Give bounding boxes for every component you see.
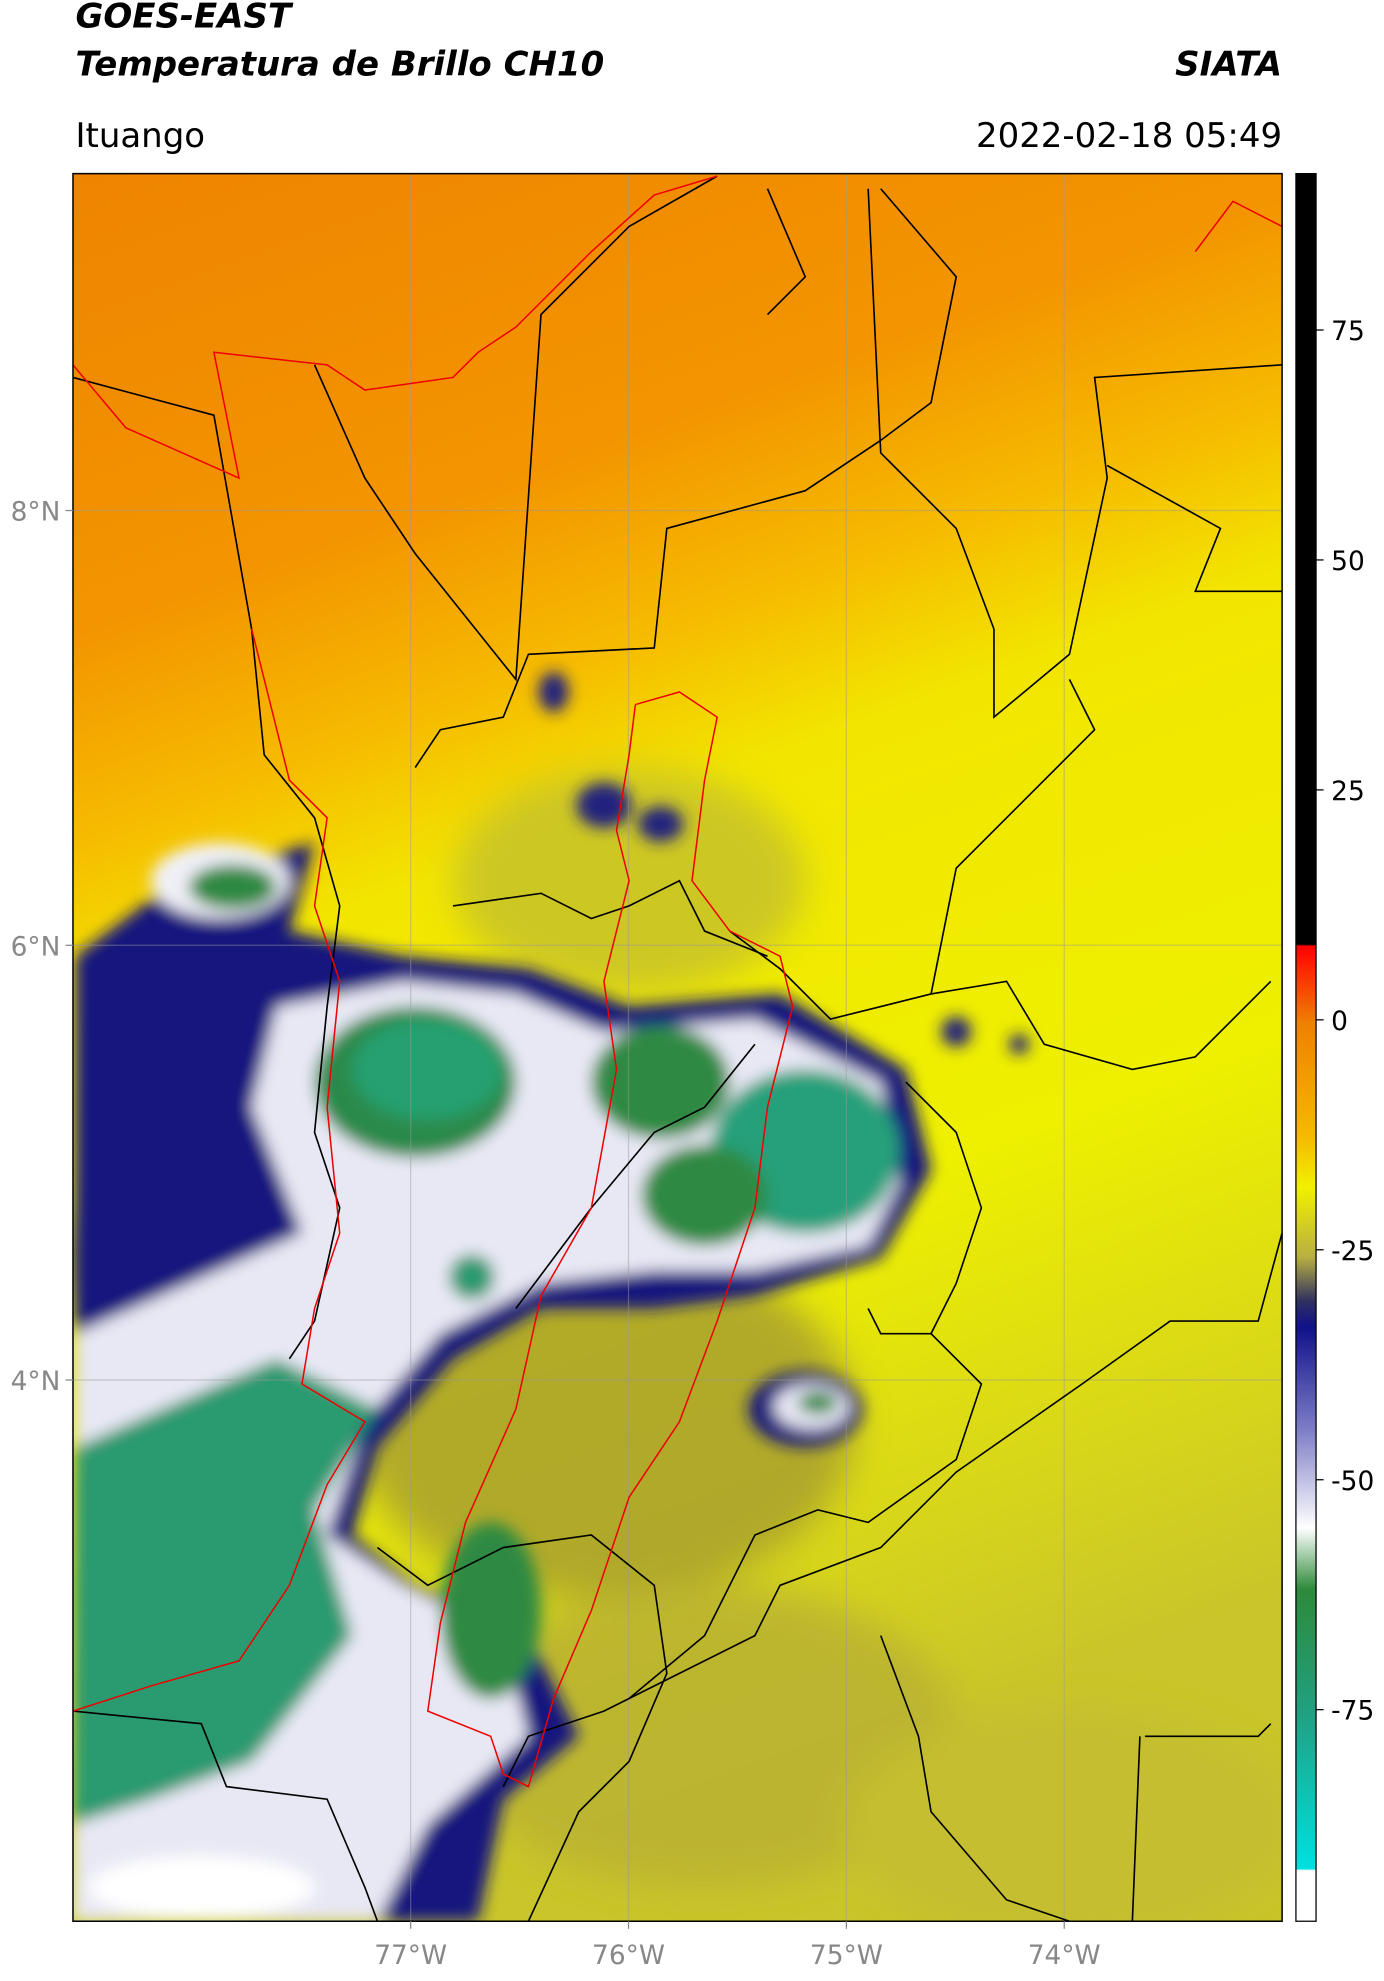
- y-tick-label: 4°N: [11, 1366, 61, 1397]
- boundaries: [72, 175, 1283, 1922]
- source: SIATA: [1175, 44, 1282, 84]
- colorbar-tick-label: -75: [1331, 1696, 1374, 1727]
- subtitle: Temperatura de Brillo CH10: [75, 44, 604, 84]
- region: Ituango: [75, 116, 205, 156]
- x-tick-label: 77°W: [374, 1940, 447, 1971]
- y-tick-label: 6°N: [11, 931, 61, 962]
- x-tick-label: 75°W: [810, 1940, 883, 1971]
- axes: 77°W 76°W 75°W 74°W 8°N 6°N 4°N: [11, 497, 1101, 1971]
- x-tick-label: 74°W: [1028, 1940, 1101, 1971]
- y-tick-label: 8°N: [11, 497, 61, 528]
- map-imagery: [72, 173, 1283, 1922]
- x-tick-label: 76°W: [592, 1940, 665, 1971]
- title: GOES-EAST: [75, 0, 293, 37]
- colorbar-tick-label: 75: [1331, 316, 1365, 347]
- map-frame: [72, 172, 1283, 1922]
- colorbar-ticks: 75 50 25 0 -25 -50 -75: [1316, 316, 1374, 1727]
- colorbar-tick-label: -50: [1331, 1466, 1374, 1497]
- colorbar-tick-label: 0: [1331, 1006, 1348, 1037]
- colorbar: [1295, 172, 1317, 1922]
- graticule: [72, 173, 1283, 1922]
- colorbar-tick-label: -25: [1331, 1236, 1374, 1267]
- colorbar-tick-label: 25: [1331, 776, 1365, 807]
- colorbar-tick-label: 50: [1331, 546, 1365, 577]
- datetime: 2022-02-18 05:49: [976, 116, 1282, 156]
